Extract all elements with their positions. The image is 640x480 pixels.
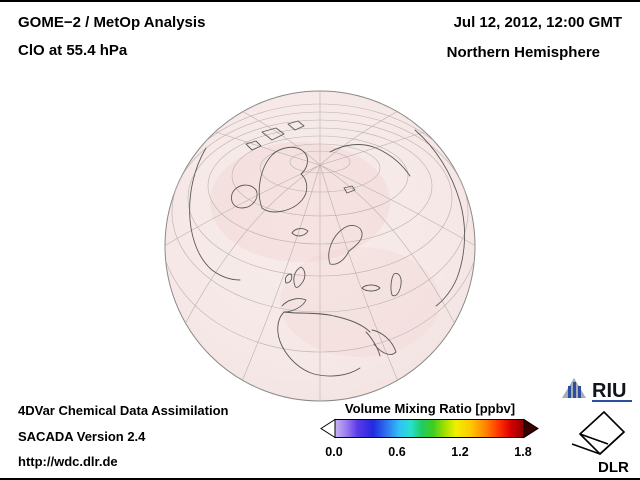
dlr-logo-text: DLR <box>598 459 629 476</box>
colorbar-tick-2: 1.2 <box>451 445 469 459</box>
riu-logo-text: RIU <box>592 380 626 402</box>
colorbar-tick-3: 1.8 <box>514 445 532 459</box>
website-url: http://wdc.dlr.de <box>18 454 118 469</box>
analysis-title: GOME−2 / MetOp Analysis <box>18 14 206 31</box>
colorbar-tick-1: 0.6 <box>388 445 406 459</box>
species-level-subtitle: ClO at 55.4 hPa <box>18 42 128 59</box>
colorbar-under-arrow <box>320 418 336 439</box>
coastlines <box>189 120 466 377</box>
hemisphere-label: Northern Hemisphere <box>446 44 600 61</box>
dlr-logo: DLR <box>571 410 629 476</box>
colorbar-tick-0: 0.0 <box>325 445 343 459</box>
colorbar-title: Volume Mixing Ratio [ppbv] <box>344 401 516 416</box>
assimilation-caption: 4DVar Chemical Data Assimilation <box>18 403 229 418</box>
riu-logo: RIU <box>562 378 632 402</box>
date-time-label: Jul 12, 2012, 12:00 GMT <box>453 14 622 31</box>
graticule <box>165 91 475 401</box>
colorbar <box>320 418 539 439</box>
version-caption: SACADA Version 2.4 <box>18 429 146 444</box>
colorbar-gradient <box>334 419 525 438</box>
colorbar-over-arrow <box>523 418 539 439</box>
